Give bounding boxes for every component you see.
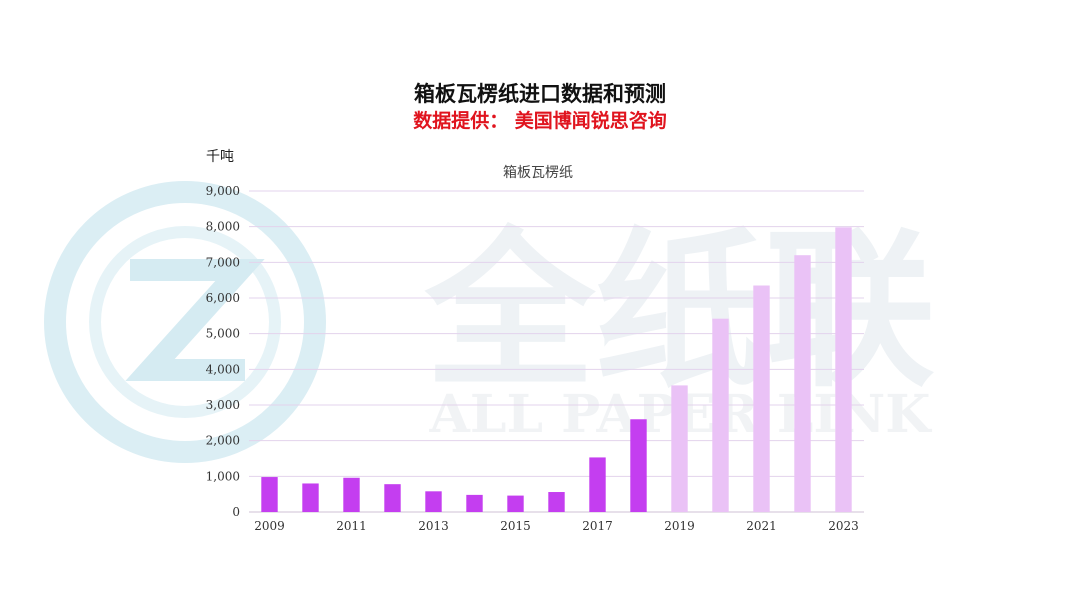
x-tick-label: 2023 bbox=[828, 519, 859, 533]
bar-2019 bbox=[671, 385, 688, 512]
bar-2014 bbox=[466, 494, 483, 512]
y-tick-label: 1,000 bbox=[206, 469, 240, 483]
x-tick-label: 2013 bbox=[418, 519, 449, 533]
page-subtitle: 数据提供： 美国博闻锐思咨询 bbox=[413, 110, 667, 132]
y-tick-label: 5,000 bbox=[206, 327, 240, 341]
bar-2012 bbox=[384, 484, 401, 512]
bar-2018 bbox=[630, 419, 647, 512]
x-tick-label: 2011 bbox=[336, 519, 367, 533]
y-tick-label: 4,000 bbox=[206, 362, 240, 376]
y-tick-label: 8,000 bbox=[206, 220, 240, 234]
page-title: 箱板瓦楞纸进口数据和预测 bbox=[414, 82, 666, 106]
y-tick-label: 2,000 bbox=[206, 434, 240, 448]
x-tick-label: 2015 bbox=[500, 519, 531, 533]
watermark-logo-icon bbox=[44, 181, 326, 463]
bars bbox=[261, 227, 852, 512]
x-tick-label: 2019 bbox=[664, 519, 695, 533]
grid-lines bbox=[249, 190, 864, 513]
bar-2017 bbox=[589, 457, 606, 512]
bar-2013 bbox=[425, 491, 442, 512]
x-axis: 2009 2011 2013 2015 2017 2019 2021 2023 bbox=[254, 519, 859, 533]
chart-title: 箱板瓦楞纸 bbox=[503, 165, 573, 181]
y-tick-label: 3,000 bbox=[206, 398, 240, 412]
y-tick-label: 9,000 bbox=[206, 184, 240, 198]
bar-2016 bbox=[548, 492, 565, 512]
x-tick-label: 2009 bbox=[254, 519, 285, 533]
x-tick-label: 2017 bbox=[582, 519, 613, 533]
bar-2015 bbox=[507, 495, 524, 512]
bar-2010 bbox=[302, 483, 319, 512]
bar-2011 bbox=[343, 477, 360, 512]
y-unit-label: 千吨 bbox=[206, 149, 234, 165]
x-tick-label: 2021 bbox=[746, 519, 777, 533]
bar-2023 bbox=[835, 227, 852, 512]
bar-2009 bbox=[261, 477, 278, 512]
y-axis: 0 1,000 2,000 3,000 4,000 5,000 6,000 7,000 8,00… bbox=[206, 184, 240, 519]
bar-2021 bbox=[753, 285, 770, 512]
bar-2022 bbox=[794, 255, 811, 512]
y-tick-label: 6,000 bbox=[206, 291, 240, 305]
bar-2020 bbox=[712, 318, 729, 512]
y-tick-label: 0 bbox=[232, 505, 240, 519]
y-tick-label: 7,000 bbox=[206, 255, 240, 269]
